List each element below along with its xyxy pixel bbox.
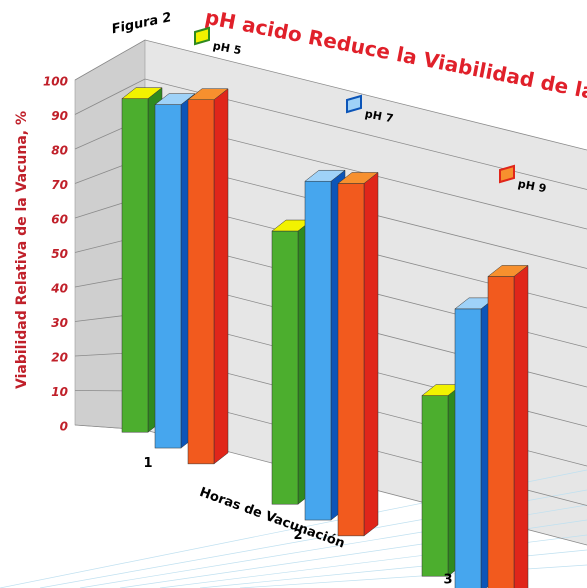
legend-label: pH 7 xyxy=(364,107,395,125)
y-tick-label: 100 xyxy=(43,75,68,89)
y-tick-label: 90 xyxy=(51,109,68,123)
legend-label: pH 9 xyxy=(517,177,548,195)
bar-front xyxy=(454,308,482,588)
y-tick-label: 80 xyxy=(51,144,68,158)
x-tick-label: 2 xyxy=(293,528,302,543)
bar-front xyxy=(154,104,182,449)
bar-side xyxy=(363,171,379,537)
y-tick-label: 70 xyxy=(51,178,68,192)
y-tick-label: 10 xyxy=(51,385,68,399)
legend-label: pH 5 xyxy=(212,39,243,57)
bar-front xyxy=(487,276,515,588)
bar-front xyxy=(187,99,215,465)
bar-front xyxy=(304,180,332,521)
y-tick-label: 50 xyxy=(51,247,68,261)
bar xyxy=(487,264,529,588)
grid-line xyxy=(74,39,587,151)
bar-side xyxy=(513,264,529,588)
bar-front xyxy=(271,230,299,505)
bar-top xyxy=(337,172,379,184)
bar xyxy=(337,171,379,537)
bar-top xyxy=(304,169,346,182)
y-tick-label: 30 xyxy=(51,316,68,330)
figure-label: Figura 2 xyxy=(110,10,172,37)
bar-front xyxy=(337,183,365,537)
y-axis-label: Viabilidad Relativa de la Vacuna, % xyxy=(14,111,30,389)
bar-top xyxy=(187,88,229,100)
y-tick-label: 0 xyxy=(60,420,68,434)
grid-line xyxy=(74,78,587,190)
y-tick-label: 60 xyxy=(51,213,68,227)
bar-top xyxy=(154,93,196,105)
bar-top xyxy=(487,265,529,277)
bar xyxy=(187,88,229,465)
bar-side xyxy=(213,88,229,465)
legend-swatch xyxy=(194,26,210,46)
bar-top xyxy=(121,87,163,99)
bar-front xyxy=(121,98,149,433)
y-tick-label: 40 xyxy=(50,282,68,296)
legend-swatch xyxy=(499,164,515,184)
legend-swatch xyxy=(346,94,362,114)
x-tick-label: 3 xyxy=(443,573,452,588)
y-tick-label: 20 xyxy=(51,351,68,365)
bar-front xyxy=(421,395,449,577)
floor-lines xyxy=(0,469,587,588)
x-tick-label: 1 xyxy=(143,456,152,471)
